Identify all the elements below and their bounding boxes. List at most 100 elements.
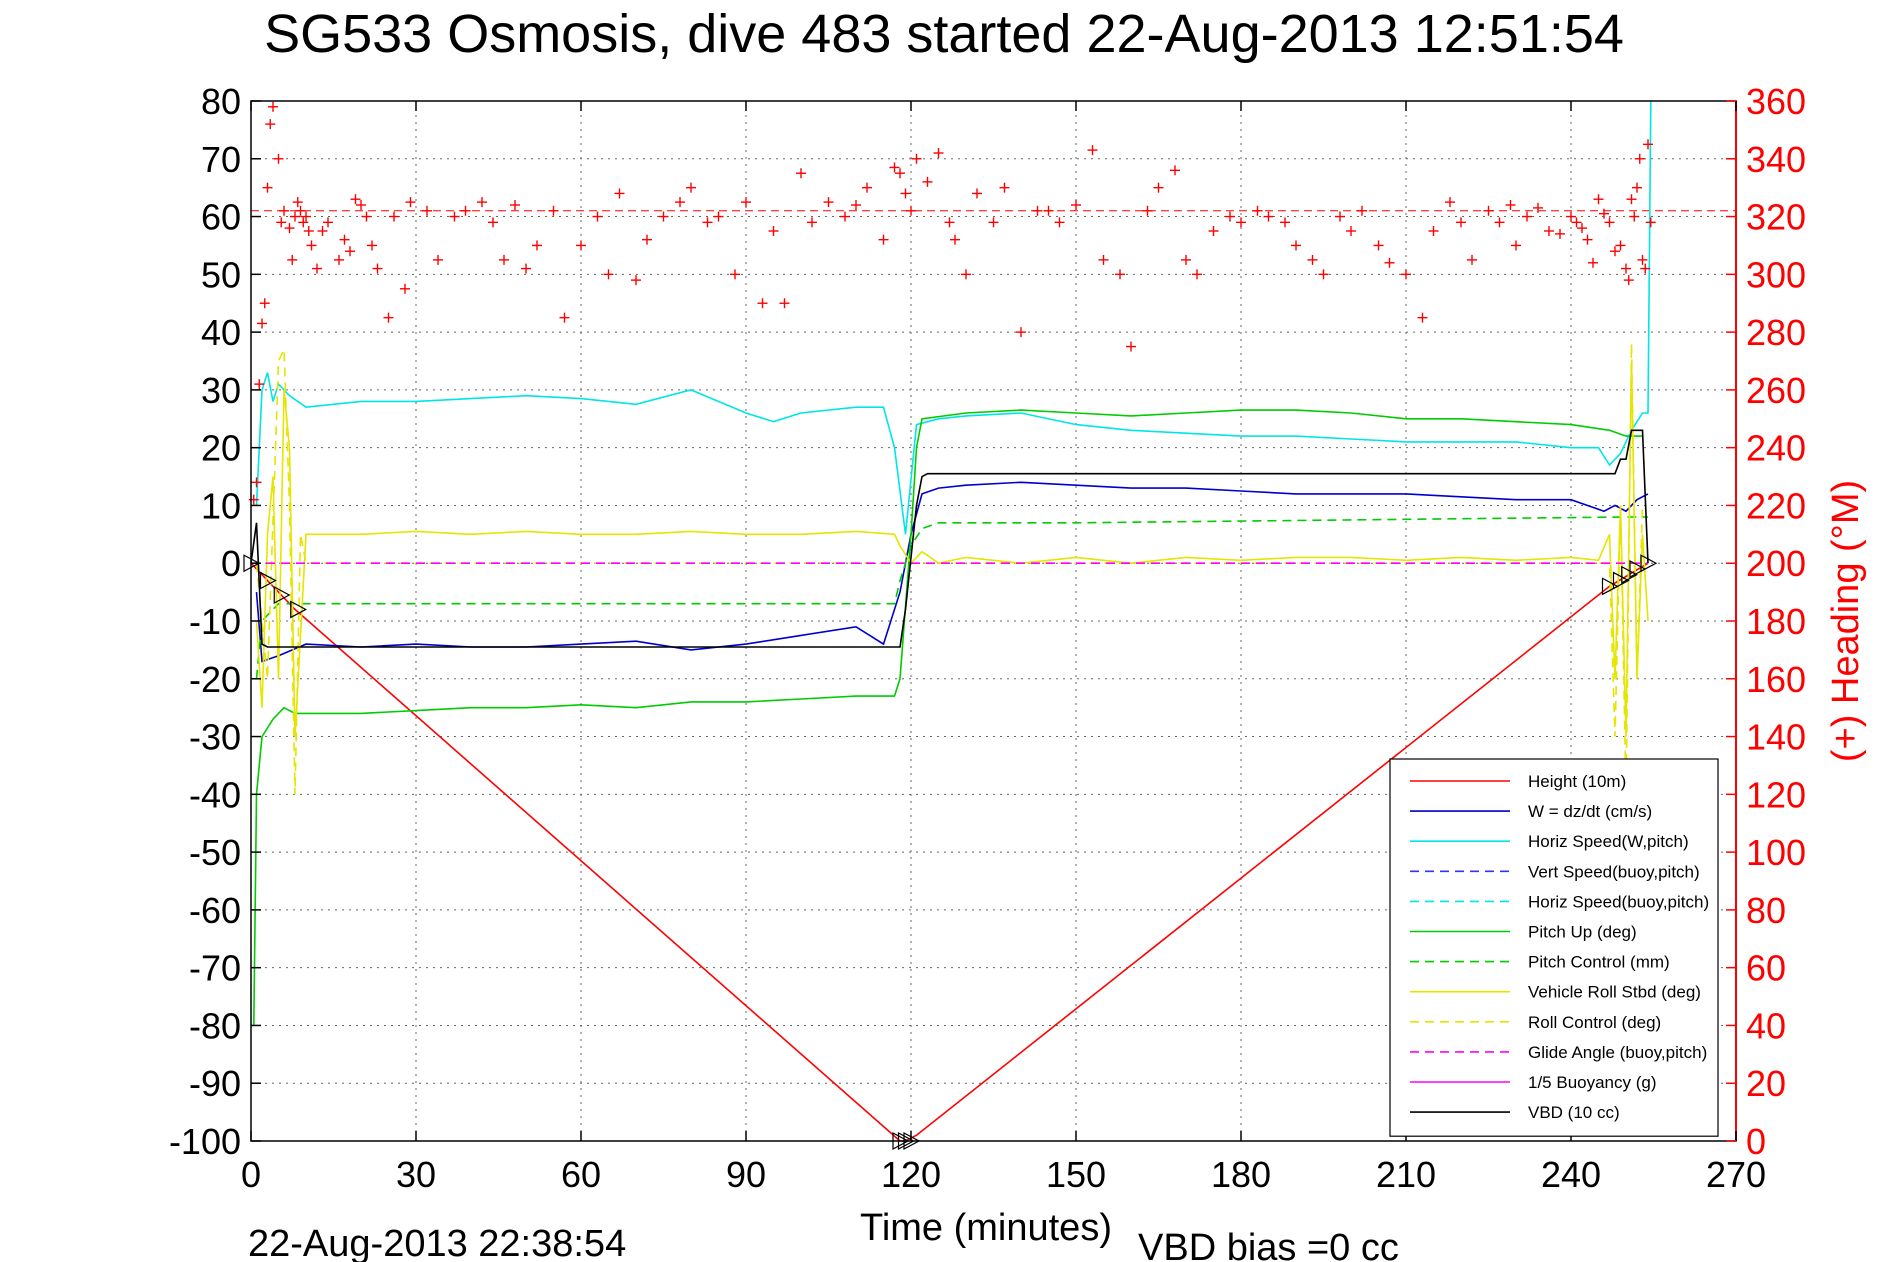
legend-entry: Roll Control (deg) — [1528, 1013, 1661, 1032]
heading-point — [268, 101, 278, 112]
right-tick-label: 20 — [1746, 1063, 1786, 1104]
heading-point — [1604, 217, 1615, 228]
y-tick-label: 20 — [201, 428, 241, 469]
heading-point — [900, 188, 911, 199]
y-tick-label: 60 — [201, 197, 241, 238]
heading-point — [823, 197, 834, 208]
legend-entry: Horiz Speed(W,pitch) — [1528, 832, 1689, 851]
series-horiz-speed-w-pitch — [255, 100, 1652, 535]
heading-point — [1192, 269, 1202, 280]
legend: Height (10m) W = dz/dt (cm/s) Horiz Speed(… — [1389, 758, 1719, 1137]
heading-point — [1522, 211, 1532, 222]
legend-box — [1389, 758, 1719, 1137]
legend-entry: 1/5 Buoyancy (g) — [1528, 1073, 1657, 1092]
right-y-axis-ticks: 3603403203002802602402202001801601401201… — [1726, 81, 1806, 1162]
right-tick-label: 280 — [1746, 312, 1806, 353]
heading-point — [287, 254, 298, 265]
x-tick-label: 210 — [1376, 1154, 1436, 1195]
heading-point — [449, 211, 460, 222]
triangle-marker — [1601, 577, 1619, 596]
legend-entry: Height (10m) — [1528, 772, 1626, 791]
series-roll-control-deg — [255, 343, 1644, 795]
heading-point — [389, 211, 399, 222]
x-tick-label: 240 — [1541, 1154, 1601, 1195]
heading-point — [702, 217, 713, 228]
y-tick-label: 80 — [201, 81, 241, 122]
heading-point — [851, 200, 861, 210]
heading-point — [1225, 211, 1235, 222]
y-tick-label: -50 — [189, 832, 241, 873]
heading-point — [284, 223, 295, 234]
right-tick-label: 40 — [1746, 1005, 1786, 1046]
heading-point — [510, 200, 520, 210]
left-y-axis-ticks: 80 70 60 50 40 30 20 10 0 -10 -20 -30 -40 -50 -60 -70 -8… — [169, 81, 261, 1162]
heading-point — [521, 263, 531, 274]
heading-point — [1599, 208, 1609, 219]
legend-entry: Horiz Speed(buoy,pitch) — [1528, 892, 1709, 911]
x-tick-label: 270 — [1706, 1154, 1766, 1195]
series-vbd-10-cc — [250, 429, 1649, 648]
heading-point — [1170, 165, 1180, 176]
heading-point — [1384, 257, 1395, 268]
heading-point — [254, 379, 265, 390]
heading-point — [460, 205, 471, 216]
heading-point — [1291, 240, 1301, 251]
heading-point — [862, 182, 872, 193]
right-tick-label: 240 — [1746, 428, 1806, 469]
heading-point — [298, 217, 309, 228]
heading-point — [548, 205, 559, 216]
heading-point — [295, 205, 306, 216]
triangle-marker — [290, 600, 308, 619]
y-tick-label: 10 — [201, 485, 241, 526]
x-tick-label: 90 — [726, 1154, 766, 1195]
heading-point — [1263, 211, 1274, 222]
legend-entry: Vehicle Roll Stbd (deg) — [1528, 983, 1701, 1002]
heading-point — [257, 318, 267, 329]
y-tick-label: -90 — [189, 1063, 241, 1104]
triangle-marker — [259, 571, 277, 590]
heading-point — [1494, 217, 1505, 228]
heading-point — [1629, 211, 1640, 222]
y-tick-label: -40 — [189, 774, 241, 815]
heading-point — [603, 269, 614, 280]
heading-point — [1307, 254, 1318, 265]
right-tick-label: 100 — [1746, 832, 1806, 873]
right-tick-label: 360 — [1746, 81, 1806, 122]
y-tick-label: -100 — [169, 1121, 241, 1162]
heading-point — [356, 200, 366, 210]
y-tick-label: -30 — [189, 717, 241, 758]
heading-point — [906, 205, 916, 216]
heading-point — [312, 263, 322, 274]
heading-point — [405, 197, 416, 208]
heading-point — [1428, 226, 1439, 236]
heading-point — [1346, 226, 1356, 236]
triangle-marker — [1629, 560, 1647, 578]
right-tick-label: 220 — [1746, 485, 1806, 526]
x-axis-label: Time (minutes) — [860, 1207, 1112, 1249]
heading-point — [878, 234, 889, 245]
heading-point — [1610, 246, 1620, 257]
heading-point — [279, 205, 289, 216]
heading-point — [1621, 263, 1631, 274]
heading-point — [686, 182, 696, 193]
heading-point — [840, 211, 850, 222]
heading-point — [361, 211, 372, 222]
heading-point — [1626, 194, 1637, 205]
heading-point — [383, 312, 394, 323]
heading-point — [1318, 269, 1329, 280]
x-axis-ticks: 0 30 60 90 120 150 180 210 240 270 — [241, 101, 1766, 1195]
heading-point — [1098, 254, 1109, 265]
footer-timestamp: 22-Aug-2013 22:38:54 — [248, 1223, 626, 1262]
gridlines — [251, 101, 1736, 1141]
heading-point — [317, 226, 328, 236]
heading-point — [1236, 217, 1246, 228]
heading-point — [1357, 205, 1367, 216]
heading-point — [1593, 194, 1604, 205]
heading-point — [339, 234, 350, 245]
right-tick-label: 80 — [1746, 890, 1786, 931]
heading-point — [1645, 217, 1656, 228]
y-tick-label: -20 — [189, 659, 241, 700]
heading-point — [276, 217, 287, 228]
heading-point — [1623, 275, 1634, 286]
triangle-marker — [273, 586, 291, 604]
